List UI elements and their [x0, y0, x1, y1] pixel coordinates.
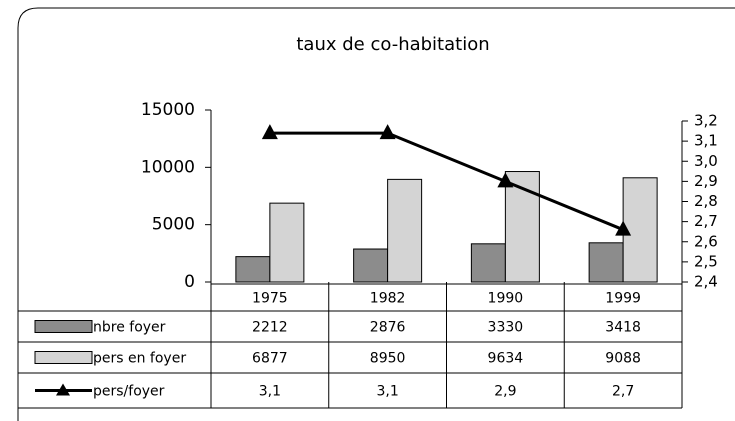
y2-tick-label: 3,2: [694, 112, 718, 130]
legend-label: pers/foyer: [93, 384, 165, 400]
table-cell: 3330: [488, 320, 524, 336]
legend-marker: [56, 383, 70, 396]
y-tick-label: 5000: [152, 215, 195, 235]
x-tick-label: 1975: [252, 291, 288, 307]
table-cell: 2,9: [494, 384, 516, 400]
table-cell: 9634: [488, 351, 524, 367]
bar: [622, 177, 658, 283]
bar: [470, 243, 506, 283]
y2-tick-label: 2,9: [694, 172, 718, 190]
line: [269, 131, 624, 232]
table-cell: 3,1: [376, 384, 398, 400]
chart-border: [17, 7, 735, 421]
x-tick-label: 1990: [488, 291, 524, 307]
bar: [235, 256, 271, 283]
marker: [261, 124, 278, 140]
legend-label: nbre foyer: [93, 320, 166, 336]
table-cell: 9088: [605, 351, 641, 367]
y2-tick-label: 3,1: [694, 132, 718, 150]
table-cell: 6877: [252, 351, 288, 367]
marker: [615, 220, 632, 236]
y2-tick-label: 2,6: [694, 232, 718, 250]
y-tick-label: 0: [184, 272, 195, 292]
y2-tick-label: 2,5: [694, 252, 718, 270]
table-cell: 3418: [605, 320, 641, 336]
y2-tick-label: 3,0: [694, 152, 718, 170]
y2-tick-label: 2,4: [694, 273, 718, 291]
legend-label: pers en foyer: [93, 351, 186, 367]
y2-tick-label: 2,7: [694, 212, 718, 230]
table-cell: 2876: [370, 320, 406, 336]
table-cell: 2,7: [612, 384, 634, 400]
bar: [269, 202, 305, 283]
chart-title: taux de co-habitation: [296, 34, 489, 55]
table-cell: 2212: [252, 320, 288, 336]
x-tick-label: 1982: [370, 291, 406, 307]
bar: [353, 248, 389, 283]
legend-swatch: [34, 351, 93, 364]
bar: [588, 242, 624, 283]
table-cell: 3,1: [259, 384, 281, 400]
legend-swatch: [34, 320, 93, 333]
y-tick-label: 10000: [141, 157, 195, 177]
table-cell: 8950: [370, 351, 406, 367]
x-tick-label: 1999: [605, 291, 641, 307]
marker: [379, 124, 396, 140]
marker: [497, 172, 514, 188]
y-tick-label: 15000: [141, 100, 195, 120]
y2-tick-label: 2,8: [694, 192, 718, 210]
bar: [387, 178, 423, 283]
